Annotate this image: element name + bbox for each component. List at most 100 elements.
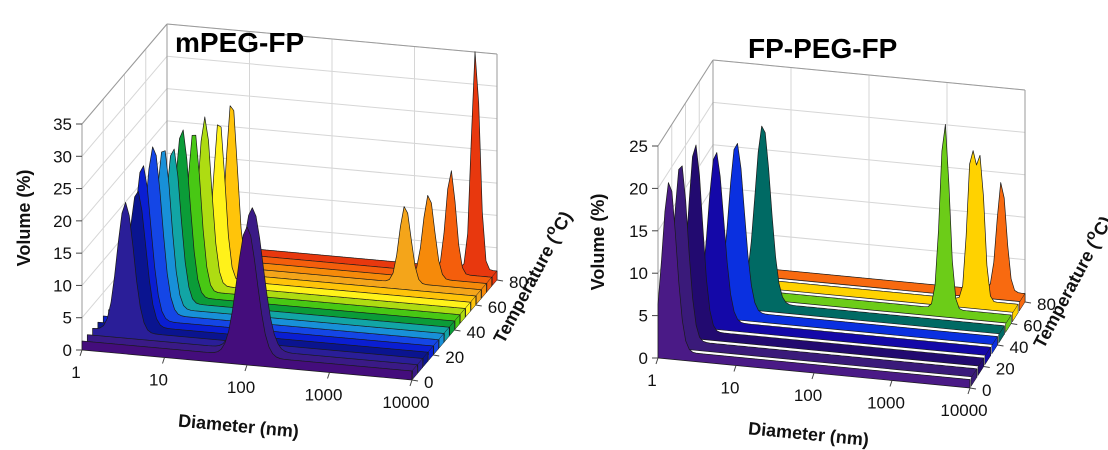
series-ridge-25 [108,146,439,350]
x-axis-label: Diameter (nm) [747,418,869,450]
x-tick-mark [79,349,83,357]
series-ridge-30 [678,152,991,357]
x-axis-label: Diameter (nm) [177,411,299,442]
series-endcap-60 [470,295,476,312]
series-ridge-20 [671,144,985,367]
series-endcap-75 [486,276,492,293]
y-tick-label: 15 [629,222,648,241]
x-tick-label: 10 [149,371,168,390]
y-tick-label: 30 [53,147,72,166]
frame-edge [166,23,498,55]
z-tick-label: 0 [424,373,433,392]
y-tick-label: 20 [53,212,72,231]
z-axis-label: Temperature (oC) [485,206,576,347]
y-tick-label: 10 [53,276,72,295]
x-tick-mark [889,380,893,387]
y-axis-label: Volume (%) [14,170,34,267]
y-tick-label: 0 [639,349,648,368]
frame-edge [81,23,168,125]
series-endcap-80 [491,270,498,287]
series-ridge-30 [113,150,445,343]
z-tick-label: 60 [1023,317,1042,336]
x-tick-mark [655,357,659,365]
z-axis-label-end: C) [1089,213,1108,239]
x-tick-label: 100 [227,378,255,397]
series-endcap-10 [417,357,423,374]
z-tick-label: 20 [445,348,464,367]
series-endcap-10 [970,367,978,388]
x-tick-mark [327,372,330,379]
y-tick-label: 15 [53,244,72,263]
z-axis-label-main: Temperature ( [490,232,563,346]
series-endcap-20 [428,345,434,362]
series-endcap-55 [465,301,471,318]
series-endcap-70 [1012,303,1019,323]
x-tick-mark [733,365,737,372]
series-endcap-45 [454,314,461,331]
z-tick-mark [1011,323,1018,325]
z-tick-label: 40 [1010,338,1029,357]
z-tick-label: 20 [996,360,1015,379]
z-tick-mark [997,344,1004,347]
z-axis-label: Temperature (oC) [1025,211,1108,352]
x-tick-mark [244,364,248,372]
series-endcap-25 [433,339,439,356]
z-tick-mark [433,354,440,357]
series-ridge-35 [118,148,450,337]
series-endcap-30 [438,332,445,349]
x-tick-label: 10 [721,379,740,398]
series-endcap-40 [991,335,998,355]
series-endcap-40 [449,320,455,337]
z-tick-mark [411,379,419,382]
series-endcap-15 [422,351,429,368]
series-endcap-5 [412,364,418,381]
y-tick-label: 5 [639,307,648,326]
z-tick-mark [983,366,990,368]
x-tick-label: 1 [71,363,80,382]
x-tick-label: 1 [647,371,656,390]
x-tick-mark [811,372,815,380]
series-endcap-65 [476,289,482,306]
z-tick-mark [475,304,482,307]
x-tick-mark [967,387,971,395]
frame-edge [657,59,714,147]
z-tick-label: 60 [488,298,507,317]
series-ridge-40 [685,143,998,346]
series-endcap-50 [460,307,466,324]
y-tick-label: 5 [63,309,72,328]
x-tick-label: 1000 [305,386,343,405]
series-endcap-30 [984,346,991,366]
z-tick-mark [969,387,977,390]
y-tick-label: 10 [629,264,648,283]
frame-edge [712,59,1026,91]
x-tick-mark [162,357,165,364]
z-tick-mark [496,279,504,282]
y-tick-label: 0 [63,341,72,360]
x-tick-mark [409,379,413,387]
series-endcap-60 [1005,314,1012,334]
y-tick-label: 25 [53,180,72,199]
y-axis-label: Volume (%) [588,194,608,291]
y-tick-label: 35 [53,115,72,134]
series-endcap-50 [998,324,1005,345]
z-tick-mark [454,329,461,332]
x-tick-label: 10000 [940,401,987,420]
series-ridge-40 [124,129,455,331]
series-endcap-70 [481,282,487,299]
series-endcap-35 [444,326,450,343]
x-tick-label: 10000 [382,393,429,412]
x-tick-label: 1000 [867,394,905,413]
series-ridge-0 [81,226,413,381]
z-tick-mark [1024,301,1032,304]
chart-title: FP-PEG-FP [748,33,897,64]
y-tick-label: 20 [629,179,648,198]
y-tick-label: 25 [629,137,648,156]
series-ridge-10 [664,165,978,378]
series-endcap-80 [1018,292,1026,312]
z-tick-label: 0 [982,381,991,400]
chart-title: mPEG-FP [175,27,304,58]
